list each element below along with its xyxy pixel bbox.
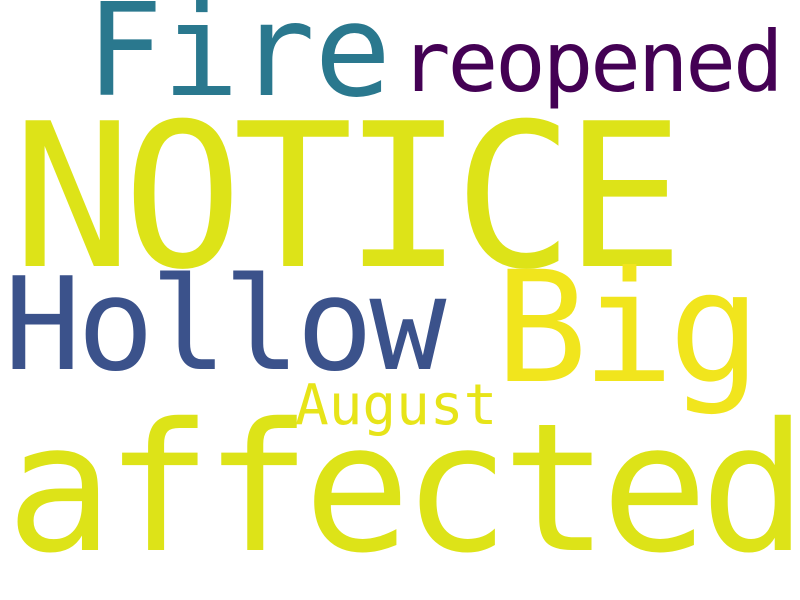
word-big: Big <box>495 239 761 418</box>
word-reopened: reopened <box>400 13 784 111</box>
word-august: August <box>295 373 498 438</box>
word-notice: NOTICE <box>12 81 684 314</box>
word-hollow: Hollow <box>4 251 446 400</box>
word-affected: affected <box>6 385 800 592</box>
word-fire: Fire <box>86 0 391 126</box>
